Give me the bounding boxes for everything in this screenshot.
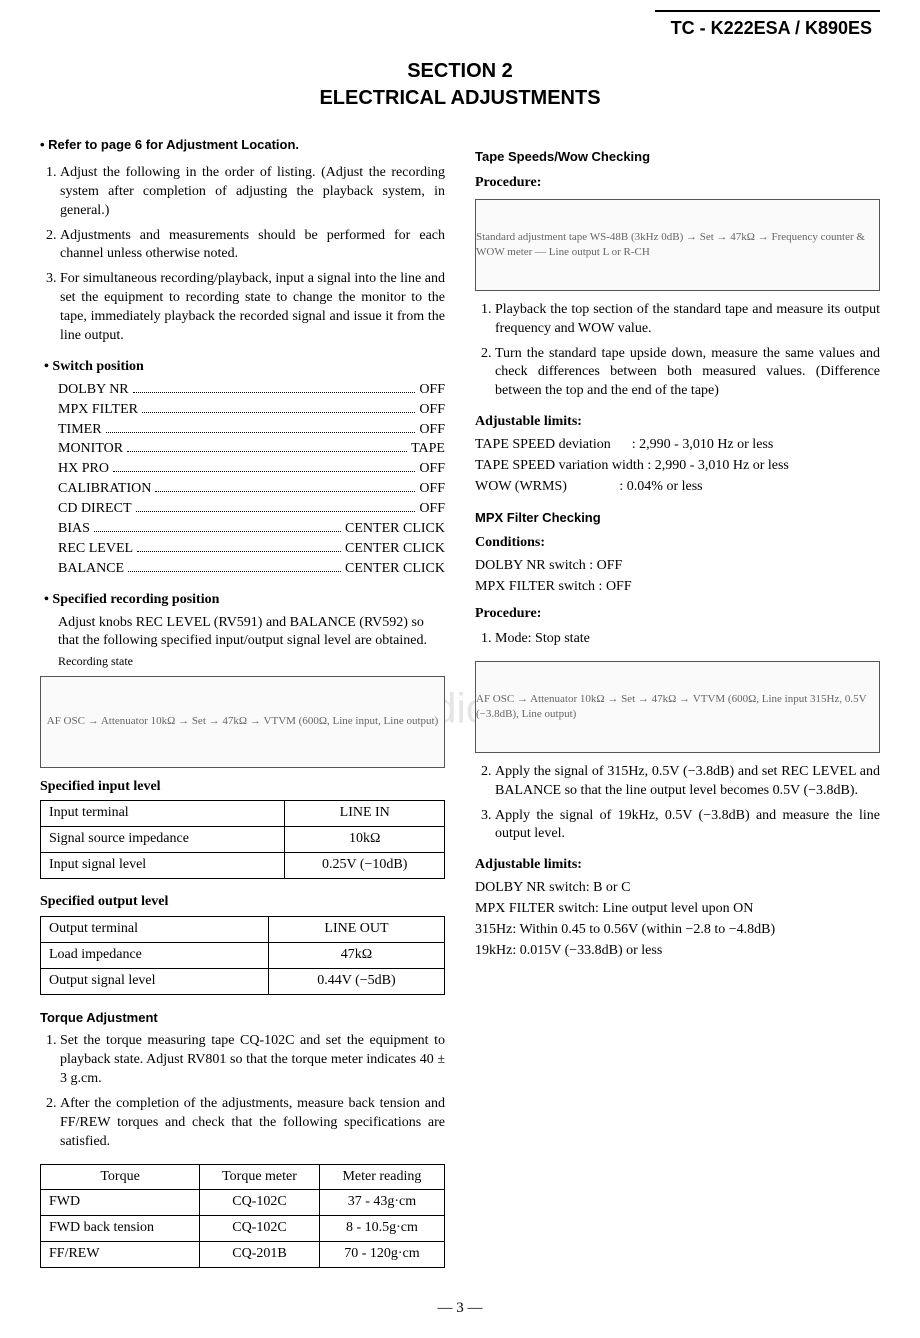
switch-row: CD DIRECTOFF bbox=[58, 500, 445, 519]
conditions-label: Conditions: bbox=[475, 534, 880, 553]
spec-output-title: Specified output level bbox=[40, 893, 445, 912]
mpx-proc-item: Apply the signal of 19kHz, 0.5V (−3.8dB)… bbox=[495, 807, 880, 845]
torque-item: After the completion of the adjustments,… bbox=[60, 1095, 445, 1152]
left-column: • Refer to page 6 for Adjustment Locatio… bbox=[40, 136, 445, 1282]
switch-title: Switch position bbox=[44, 358, 445, 377]
switch-row: CALIBRATIONOFF bbox=[58, 480, 445, 499]
refer-note: • Refer to page 6 for Adjustment Locatio… bbox=[40, 136, 445, 154]
switch-row: TIMEROFF bbox=[58, 421, 445, 440]
mpx-conditions: DOLBY NR switch : OFF MPX FILTER switch … bbox=[475, 557, 880, 597]
tape-speed-title: Tape Speeds/Wow Checking bbox=[475, 148, 880, 166]
rec-state-label: Recording state bbox=[58, 653, 445, 669]
intro-item: Adjustments and measurements should be p… bbox=[60, 227, 445, 265]
mpx-proc-item: Apply the signal of 315Hz, 0.5V (−3.8dB)… bbox=[495, 763, 880, 801]
procedure-label-1: Procedure: bbox=[475, 174, 880, 193]
torque-table: Torque Torque meter Meter reading FWDCQ-… bbox=[40, 1164, 445, 1269]
torque-item: Set the torque measuring tape CQ-102C an… bbox=[60, 1032, 445, 1089]
intro-item: For simultaneous recording/playback, inp… bbox=[60, 270, 445, 346]
mpx-title: MPX Filter Checking bbox=[475, 509, 880, 527]
switch-list: DOLBY NROFF MPX FILTEROFF TIMEROFF MONIT… bbox=[58, 381, 445, 579]
switch-row: REC LEVELCENTER CLICK bbox=[58, 540, 445, 559]
mpx-proc-list-2: Apply the signal of 315Hz, 0.5V (−3.8dB)… bbox=[475, 763, 880, 845]
adj-limits-title-1: Adjustable limits: bbox=[475, 413, 880, 432]
section-name: ELECTRICAL ADJUSTMENTS bbox=[319, 87, 600, 109]
switch-row: BALANCECENTER CLICK bbox=[58, 560, 445, 579]
adj-limits-title-2: Adjustable limits: bbox=[475, 856, 880, 875]
spec-input-title: Specified input level bbox=[40, 778, 445, 797]
switch-row: MONITORTAPE bbox=[58, 440, 445, 459]
switch-row: DOLBY NROFF bbox=[58, 381, 445, 400]
section-heading: SECTION 2 ELECTRICAL ADJUSTMENTS bbox=[40, 58, 880, 112]
spec-input-table: Input terminalLINE IN Signal source impe… bbox=[40, 800, 445, 879]
tape-proc-item: Turn the standard tape upside down, meas… bbox=[495, 345, 880, 402]
diagram-mpx: AF OSC → Attenuator 10kΩ → Set → 47kΩ → … bbox=[475, 661, 880, 753]
spec-output-table: Output terminalLINE OUT Load impedance47… bbox=[40, 916, 445, 995]
mpx-adj-limits: DOLBY NR switch: B or C MPX FILTER switc… bbox=[475, 879, 880, 961]
adj-limits-block: TAPE SPEED deviation : 2,990 - 3,010 Hz … bbox=[475, 436, 880, 497]
model-label: TC - K222ESA / K890ES bbox=[655, 10, 880, 40]
tape-proc-list: Playback the top section of the standard… bbox=[475, 301, 880, 401]
spec-rec-title: Specified recording position bbox=[44, 591, 445, 610]
spec-rec-body: Adjust knobs REC LEVEL (RV591) and BALAN… bbox=[58, 614, 445, 652]
right-column: Tape Speeds/Wow Checking Procedure: Stan… bbox=[475, 136, 880, 1282]
diagram-rec-state: AF OSC → Attenuator 10kΩ → Set → 47kΩ → … bbox=[40, 676, 445, 768]
procedure-label-2: Procedure: bbox=[475, 605, 880, 624]
diagram-tape-speed: Standard adjustment tape WS-48B (3kHz 0d… bbox=[475, 199, 880, 291]
intro-list: Adjust the following in the order of lis… bbox=[40, 164, 445, 346]
torque-title: Torque Adjustment bbox=[40, 1009, 445, 1027]
mpx-proc-list: Mode: Stop state bbox=[475, 630, 880, 649]
page-number: — 3 — bbox=[40, 1298, 880, 1318]
tape-proc-item: Playback the top section of the standard… bbox=[495, 301, 880, 339]
intro-item: Adjust the following in the order of lis… bbox=[60, 164, 445, 221]
section-num: SECTION 2 bbox=[407, 60, 513, 82]
switch-row: HX PROOFF bbox=[58, 460, 445, 479]
mpx-proc-item: Mode: Stop state bbox=[495, 630, 880, 649]
switch-row: MPX FILTEROFF bbox=[58, 401, 445, 420]
torque-list: Set the torque measuring tape CQ-102C an… bbox=[40, 1032, 445, 1151]
switch-row: BIASCENTER CLICK bbox=[58, 520, 445, 539]
